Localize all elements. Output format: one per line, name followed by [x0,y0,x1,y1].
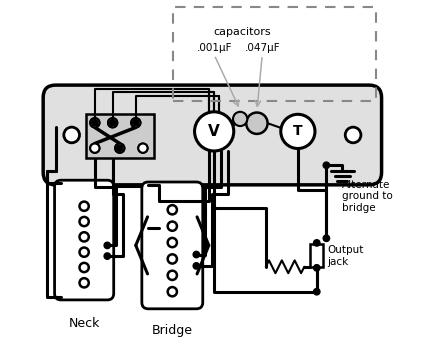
FancyBboxPatch shape [43,85,381,185]
Circle shape [116,145,123,151]
Circle shape [344,127,360,143]
Circle shape [79,263,88,272]
Circle shape [167,205,177,214]
Circle shape [322,162,329,168]
Circle shape [280,114,314,149]
Circle shape [132,120,139,126]
Circle shape [138,144,147,153]
Bar [173,7,375,101]
FancyBboxPatch shape [86,113,153,158]
Text: Alternate
ground to
bridge: Alternate ground to bridge [342,180,392,213]
Circle shape [92,120,98,126]
Text: V: V [208,124,219,139]
Text: capacitors: capacitors [213,27,271,37]
Circle shape [92,120,98,126]
Circle shape [167,222,177,231]
Text: .001μF: .001μF [196,43,231,53]
Circle shape [79,217,88,226]
FancyBboxPatch shape [54,180,113,300]
Circle shape [90,144,99,153]
Circle shape [313,265,319,271]
Circle shape [313,240,319,246]
Circle shape [79,278,88,288]
Circle shape [167,287,177,296]
Text: T: T [293,125,302,139]
Circle shape [108,118,117,127]
Circle shape [167,254,177,264]
Circle shape [313,289,319,295]
Circle shape [79,232,88,242]
Circle shape [138,144,147,153]
Circle shape [90,118,99,127]
Bar [310,244,322,267]
Text: .047μF: .047μF [244,43,279,53]
Circle shape [109,120,116,126]
Circle shape [116,145,123,151]
Circle shape [90,118,99,127]
Circle shape [233,112,247,126]
FancyBboxPatch shape [141,182,202,309]
Circle shape [79,202,88,211]
Circle shape [132,120,139,126]
Circle shape [64,127,79,143]
Circle shape [90,144,99,153]
Circle shape [108,118,117,127]
Circle shape [194,112,233,151]
Circle shape [246,112,267,134]
Circle shape [322,235,329,242]
Circle shape [104,253,110,259]
Circle shape [193,251,199,258]
Text: Output
jack: Output jack [326,245,363,267]
Circle shape [79,248,88,257]
Circle shape [131,118,140,127]
Circle shape [115,144,124,153]
Circle shape [104,242,110,248]
Circle shape [167,271,177,280]
Circle shape [115,144,124,153]
Circle shape [131,118,140,127]
Circle shape [193,263,199,269]
Text: Bridge: Bridge [152,324,193,337]
Text: Neck: Neck [68,317,99,330]
Circle shape [167,238,177,247]
Circle shape [109,120,116,126]
